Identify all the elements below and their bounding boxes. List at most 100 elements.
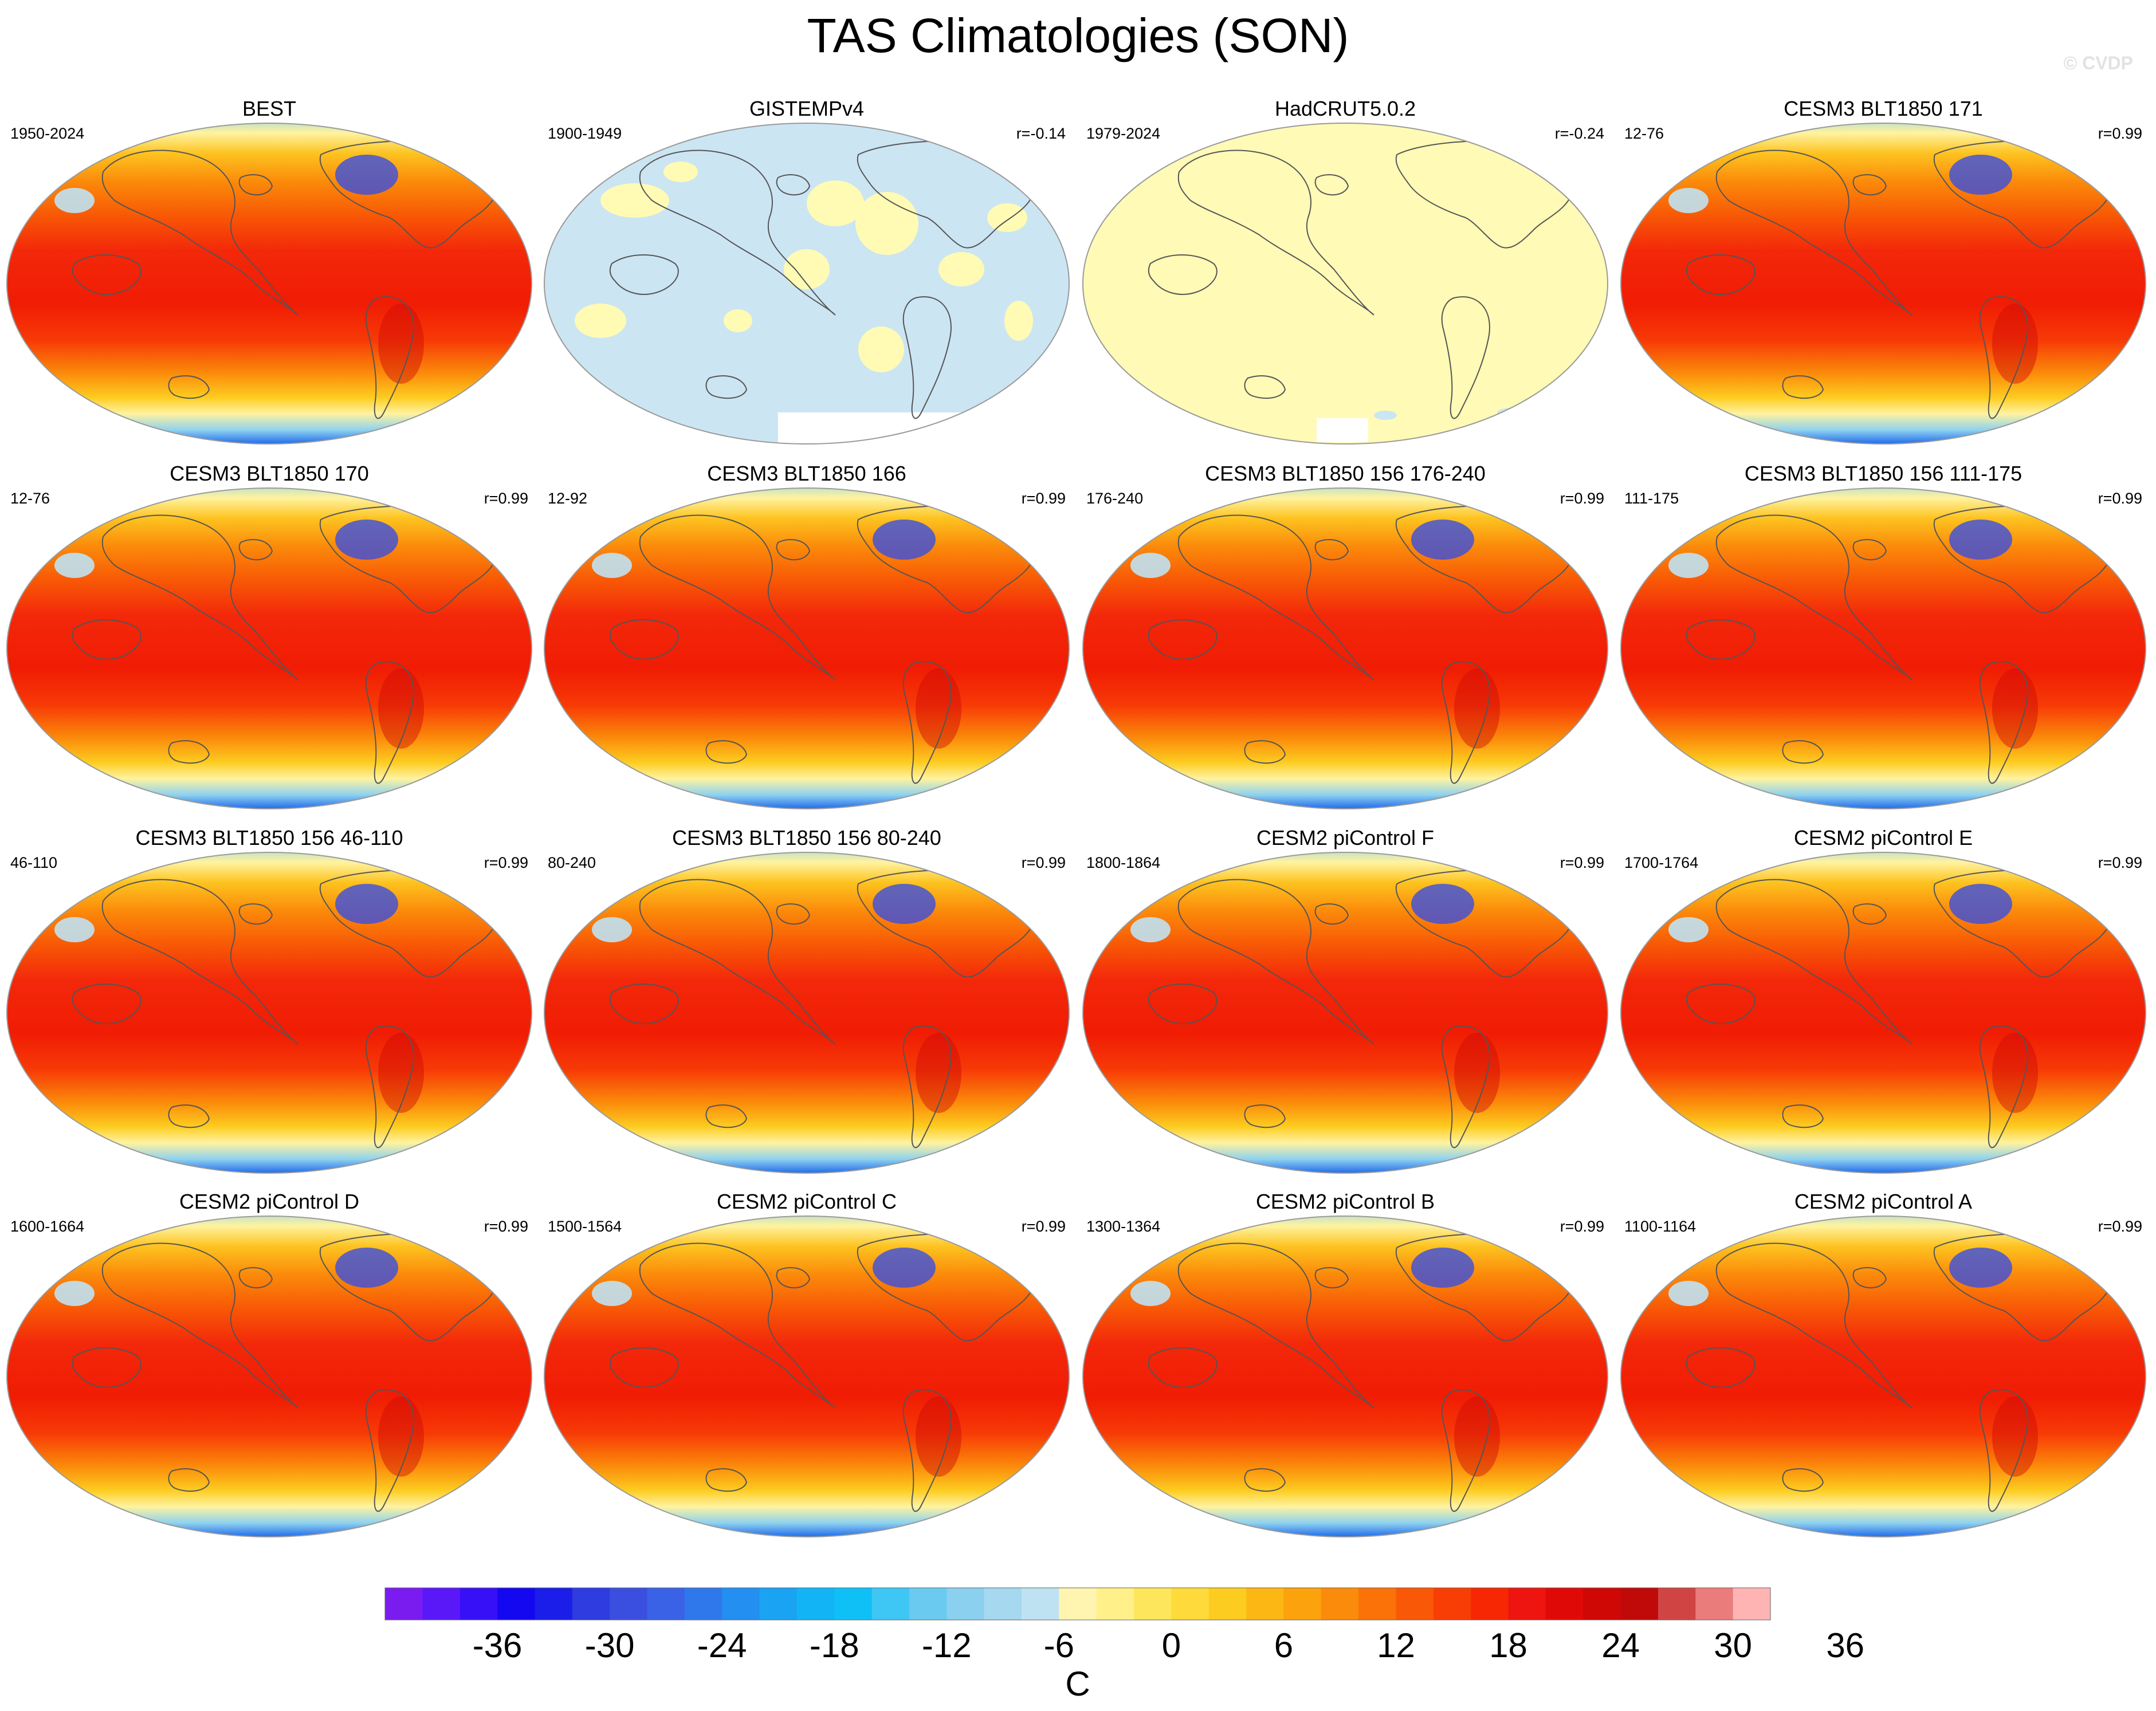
map-panel: CESM2 piControl B 1300-1364 r=0.99 — [1076, 1190, 1615, 1557]
map-panel: CESM2 piControl F 1800-1864 r=0.99 — [1076, 827, 1615, 1193]
colorbar-swatch — [1096, 1588, 1134, 1620]
colorbar-tick-label: 6 — [1274, 1626, 1293, 1665]
colorbar-swatch — [1134, 1588, 1172, 1620]
colorbar-swatch — [1283, 1588, 1322, 1620]
colorbar-tick-label: -12 — [922, 1626, 972, 1665]
colorbar-swatch — [610, 1588, 647, 1620]
world-map — [1082, 852, 1608, 1174]
colorbar-swatch — [497, 1588, 535, 1620]
colorbar-swatch — [1695, 1588, 1734, 1620]
panel-correlation: r=0.99 — [1560, 490, 1604, 507]
panel-title: CESM2 piControl E — [1793, 826, 1973, 849]
colorbar-swatch — [535, 1588, 573, 1620]
panel-correlation: r=0.99 — [2098, 854, 2142, 871]
colorbar-swatch — [1545, 1588, 1584, 1620]
world-map — [1620, 123, 2146, 445]
colorbar-tick-label: 0 — [1162, 1626, 1181, 1665]
colorbar-swatch — [1620, 1588, 1659, 1620]
panel-title: CESM3 BLT1850 156 176-240 — [1205, 462, 1486, 485]
colorbar-swatch — [1396, 1588, 1434, 1620]
colorbar-tick-label: 12 — [1377, 1626, 1415, 1665]
panel-period: 1900-1949 — [548, 125, 622, 142]
colorbar-tick-label: -24 — [697, 1626, 747, 1665]
panel-period: 1300-1364 — [1086, 1218, 1161, 1235]
world-map — [544, 1216, 1070, 1537]
world-map — [6, 1216, 532, 1537]
map-panel: CESM2 piControl D 1600-1664 r=0.99 — [0, 1190, 539, 1557]
panel-title: CESM3 BLT1850 170 — [170, 462, 369, 485]
panel-period: 1979-2024 — [1086, 125, 1161, 142]
panel-period: 176-240 — [1086, 490, 1144, 507]
colorbar-swatch — [1471, 1588, 1509, 1620]
panel-correlation: r=0.99 — [1021, 490, 1066, 507]
panel-period: 46-110 — [10, 854, 58, 871]
colorbar-swatch — [422, 1588, 461, 1620]
colorbar-tick-label: 18 — [1489, 1626, 1527, 1665]
colorbar-swatch — [1658, 1588, 1696, 1620]
map-panel: CESM3 BLT1850 156 46-110 46-110 r=0.99 — [0, 827, 539, 1193]
panel-correlation: r=0.99 — [1021, 854, 1066, 871]
panel-period: 1800-1864 — [1086, 854, 1161, 871]
panel-period: 1500-1564 — [548, 1218, 622, 1235]
colorbar-swatch — [759, 1588, 798, 1620]
figure-title: TAS Climatologies (SON) — [807, 9, 1349, 62]
colorbar-swatch — [572, 1588, 610, 1620]
world-map — [1620, 487, 2146, 809]
panel-correlation: r=0.99 — [1021, 1218, 1066, 1235]
world-map — [1620, 852, 2146, 1174]
map-panel: GISTEMPv4 1900-1949 r=-0.14 — [537, 97, 1076, 464]
panel-period: 1950-2024 — [10, 125, 85, 142]
map-panel: CESM3 BLT1850 170 12-76 r=0.99 — [0, 462, 539, 829]
colorbar-swatch — [834, 1588, 873, 1620]
colorbar-swatch — [1733, 1588, 1771, 1620]
panel-title: CESM2 piControl A — [1794, 1190, 1973, 1213]
panel-title: CESM2 piControl F — [1256, 826, 1435, 849]
map-panel: BEST 1950-2024 — [0, 97, 539, 464]
panel-period: 1700-1764 — [1624, 854, 1699, 871]
panel-period: 12-76 — [10, 490, 50, 507]
world-map — [1082, 1216, 1608, 1537]
colorbar-swatch — [722, 1588, 760, 1620]
world-map — [1620, 1216, 2146, 1537]
world-map — [1082, 123, 1608, 445]
map-panel: CESM2 piControl C 1500-1564 r=0.99 — [537, 1190, 1076, 1557]
panel-title: CESM2 piControl D — [179, 1190, 360, 1213]
colorbar-tick-label: 24 — [1601, 1626, 1640, 1665]
panel-period: 80-240 — [548, 854, 596, 871]
colorbar-swatch — [684, 1588, 722, 1620]
colorbar-swatch — [1021, 1588, 1059, 1620]
panel-title: GISTEMPv4 — [749, 97, 865, 120]
colorbar-swatch — [984, 1588, 1022, 1620]
panel-title: CESM3 BLT1850 171 — [1784, 97, 1983, 120]
panel-correlation: r=0.99 — [2098, 1218, 2142, 1235]
panel-period: 12-76 — [1624, 125, 1664, 142]
map-panel: CESM3 BLT1850 166 12-92 r=0.99 — [537, 462, 1076, 829]
colorbar-swatch — [647, 1588, 685, 1620]
panel-title: CESM2 piControl B — [1255, 1190, 1435, 1213]
colorbar-swatch — [1433, 1588, 1471, 1620]
colorbar-tick-label: 30 — [1714, 1626, 1752, 1665]
panel-title: CESM3 BLT1850 156 46-110 — [135, 826, 403, 849]
colorbar-swatch — [1059, 1588, 1097, 1620]
world-map — [544, 123, 1070, 445]
colorbar-tick-label: -36 — [473, 1626, 523, 1665]
panel-title: CESM3 BLT1850 156 111-175 — [1744, 462, 2023, 485]
map-panel: CESM3 BLT1850 156 176-240 176-240 r=0.99 — [1076, 462, 1615, 829]
colorbar-tick-label: 36 — [1826, 1626, 1864, 1665]
colorbar-swatch — [909, 1588, 947, 1620]
colorbar-swatch — [1358, 1588, 1396, 1620]
world-map — [6, 123, 532, 445]
panel-period: 111-175 — [1624, 490, 1679, 507]
panel-title: CESM3 BLT1850 156 80-240 — [672, 826, 941, 849]
world-map — [1082, 487, 1608, 809]
panel-correlation: r=0.99 — [484, 1218, 528, 1235]
panel-period: 1600-1664 — [10, 1218, 85, 1235]
colorbar-swatch — [1508, 1588, 1546, 1620]
panel-period: 1100-1164 — [1624, 1218, 1696, 1235]
colorbar-tick-label: -18 — [810, 1626, 859, 1665]
map-panel: CESM3 BLT1850 171 12-76 r=0.99 — [1614, 97, 2153, 464]
colorbar-unit-label: C — [1065, 1665, 1090, 1703]
colorbar-frame — [384, 1587, 1771, 1620]
panel-correlation: r=0.99 — [484, 854, 528, 871]
map-panel: CESM3 BLT1850 156 111-175 111-175 r=0.99 — [1614, 462, 2153, 829]
